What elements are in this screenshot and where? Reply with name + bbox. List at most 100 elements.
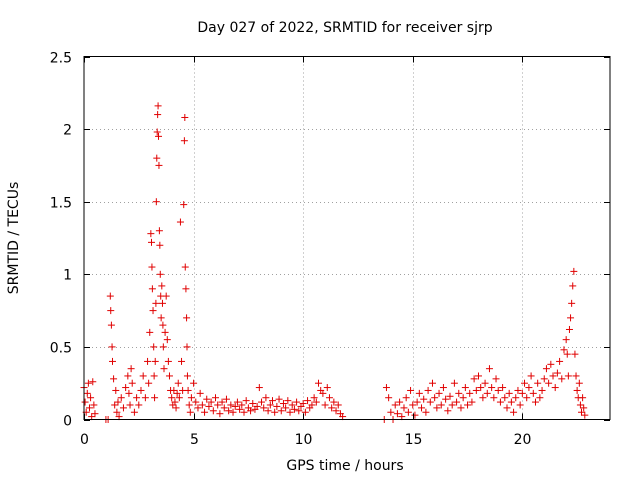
data-point (534, 379, 542, 387)
data-point (135, 401, 143, 409)
data-point (325, 394, 333, 402)
data-point (461, 384, 469, 392)
data-point (391, 401, 399, 409)
data-point (540, 375, 548, 383)
data-point (236, 405, 244, 413)
data-point (481, 379, 489, 387)
data-point (260, 404, 268, 412)
data-point (518, 389, 526, 397)
data-point (271, 408, 279, 416)
data-point (527, 372, 535, 380)
data-point (575, 379, 583, 387)
data-point (225, 407, 233, 415)
data-point (505, 389, 513, 397)
data-point (573, 386, 581, 394)
data-point (551, 384, 559, 392)
data-point (494, 386, 502, 394)
data-point (512, 394, 520, 402)
data-point (295, 407, 303, 415)
data-point (437, 401, 445, 409)
data-point (88, 413, 96, 421)
data-point (477, 384, 485, 392)
data-point (165, 372, 173, 380)
x-tick-label: 10 (295, 432, 313, 448)
data-point (148, 285, 156, 293)
data-point (409, 401, 417, 409)
data-point (156, 241, 164, 249)
data-point (446, 392, 454, 400)
data-point (209, 407, 217, 415)
data-point (339, 413, 347, 421)
data-point (560, 346, 568, 354)
data-point (186, 408, 194, 416)
data-point (182, 285, 190, 293)
data-point (510, 408, 518, 416)
data-point (407, 386, 415, 394)
data-point (192, 398, 200, 406)
plot-frame (83, 56, 611, 420)
data-point (565, 325, 573, 333)
data-point (90, 401, 98, 409)
data-point (185, 401, 193, 409)
data-point (521, 379, 529, 387)
data-point (119, 404, 127, 412)
data-point (178, 357, 186, 365)
data-point (114, 398, 122, 406)
data-point (180, 201, 188, 209)
data-point (415, 389, 423, 397)
data-point (503, 404, 511, 412)
data-point (173, 389, 181, 397)
data-point (154, 102, 162, 110)
data-point (106, 292, 114, 300)
data-point (174, 379, 182, 387)
data-point (580, 404, 588, 412)
data-point (567, 314, 575, 322)
data-point (563, 350, 571, 358)
data-point (112, 386, 120, 394)
data-point (319, 389, 327, 397)
data-point (242, 397, 250, 405)
data-point (148, 238, 156, 246)
data-point (190, 379, 198, 387)
y-tick-label: 1 (63, 268, 72, 284)
y-axis: 0 0.5 1 1.5 2 2.5 (50, 51, 610, 430)
data-point (310, 394, 318, 402)
data-point (81, 398, 89, 406)
data-point (418, 404, 426, 412)
data-point (402, 394, 410, 402)
data-point (450, 379, 458, 387)
data-point (382, 384, 390, 392)
data-point (146, 328, 154, 336)
data-point (149, 307, 157, 315)
data-point (556, 357, 564, 365)
data-point (139, 372, 147, 380)
data-point (216, 410, 224, 418)
data-point (151, 357, 159, 365)
data-point (222, 395, 230, 403)
data-point (387, 408, 395, 416)
data-point (187, 394, 195, 402)
y-tick-label: 2.5 (50, 51, 72, 67)
data-point (128, 379, 136, 387)
data-point (253, 402, 261, 410)
data-point (492, 375, 500, 383)
data-point (85, 404, 93, 412)
data-point (488, 384, 496, 392)
data-point (218, 398, 226, 406)
data-point (107, 321, 115, 329)
data-point (164, 357, 172, 365)
data-point (442, 395, 450, 403)
data-point (145, 379, 153, 387)
data-point (194, 404, 202, 412)
data-point (240, 408, 248, 416)
data-point (168, 394, 176, 402)
data-point (496, 398, 504, 406)
data-point (266, 401, 274, 409)
data-point (141, 394, 149, 402)
data-points (80, 102, 589, 423)
data-point (147, 230, 155, 238)
data-point (570, 267, 578, 275)
y-axis-label: SRMTID / TECUs (6, 182, 22, 295)
data-point (152, 198, 160, 206)
data-point (579, 394, 587, 402)
